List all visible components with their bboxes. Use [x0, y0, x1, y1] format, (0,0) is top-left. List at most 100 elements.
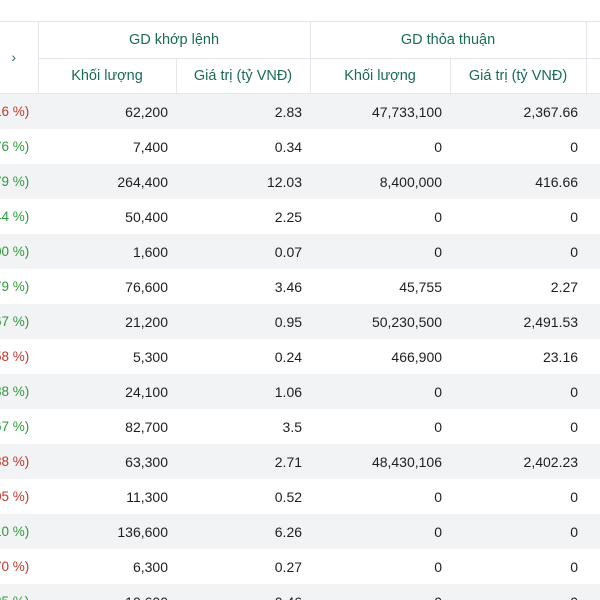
header-next-group — [586, 21, 600, 59]
header-negotiated-trades: GD thỏa thuận — [310, 21, 587, 59]
negotiated-value-cell: 0 — [450, 199, 587, 234]
change-percent-text: 67 %) — [0, 419, 30, 434]
header-negotiated-volume[interactable]: Khối lượng — [310, 58, 451, 94]
negotiated-volume-cell: 0 — [310, 584, 451, 600]
matched-volume-cell: 50,400 — [38, 199, 176, 234]
header-group-row: › GD khớp lệnh GD thỏa thuận — [0, 21, 600, 94]
negotiated-volume-cell: 0 — [310, 234, 451, 269]
negotiated-volume-cell: 0 — [310, 129, 451, 164]
matched-volume-cell: 136,600 — [38, 514, 176, 549]
trading-volume-table: › GD khớp lệnh GD thỏa thuận Khối lượng … — [0, 21, 600, 600]
negotiated-volume-cell: 0 — [310, 514, 451, 549]
negotiated-volume-cell: 466,900 — [310, 339, 451, 374]
negotiated-value-cell: 2,491.53 — [450, 304, 587, 339]
matched-value-cell: 2.71 — [176, 444, 311, 479]
change-percent-cell: 88 %) — [0, 374, 38, 409]
chevron-icon: › — [11, 49, 17, 65]
matched-value-cell: 0.52 — [176, 479, 311, 514]
change-percent-cell: 44 %) — [0, 199, 38, 234]
change-column-header[interactable]: › — [0, 21, 39, 94]
negotiated-value-cell: 416.66 — [450, 164, 587, 199]
matched-value-cell: 0.07 — [176, 234, 311, 269]
matched-volume-cell: 264,400 — [38, 164, 176, 199]
matched-value-cell: 0.46 — [176, 584, 311, 600]
negotiated-volume-cell: 0 — [310, 549, 451, 584]
matched-volume-cell: 63,300 — [38, 444, 176, 479]
matched-value-cell: 1.06 — [176, 374, 311, 409]
negotiated-value-cell: 0 — [450, 514, 587, 549]
change-percent-cell: 58 %) — [0, 339, 38, 374]
next-group-cell — [586, 374, 600, 409]
negotiated-value-cell: 2,402.23 — [450, 444, 587, 479]
change-percent-text: 58 %) — [0, 349, 30, 364]
change-percent-text: 88 %) — [0, 454, 30, 469]
next-group-cell — [586, 199, 600, 234]
matched-volume-cell: 24,100 — [38, 374, 176, 409]
change-percent-text: 25 %) — [0, 594, 29, 600]
header-sub-row: Khối lượng Giá trị (tỷ VNĐ) Khối lượng G… — [0, 58, 600, 94]
negotiated-value-cell: 0 — [450, 584, 587, 600]
change-percent-cell: 76 %) — [0, 129, 38, 164]
header-negotiated-value[interactable]: Giá trị (tỷ VNĐ) — [450, 58, 587, 94]
header-next-sub — [586, 58, 600, 94]
negotiated-volume-cell: 0 — [310, 374, 451, 409]
next-group-cell — [586, 164, 600, 199]
negotiated-volume-cell: 45,755 — [310, 269, 451, 304]
next-group-cell — [586, 549, 600, 584]
change-percent-cell: 88 %) — [0, 444, 38, 479]
next-group-cell — [586, 584, 600, 600]
next-group-cell — [586, 93, 600, 129]
change-percent-text: 44 %) — [0, 209, 30, 224]
matched-volume-cell: 82,700 — [38, 409, 176, 444]
header-matched-value[interactable]: Giá trị (tỷ VNĐ) — [176, 58, 311, 94]
matched-volume-cell: 5,300 — [38, 339, 176, 374]
negotiated-volume-cell: 8,400,000 — [310, 164, 451, 199]
change-percent-cell: 10 %) — [0, 514, 38, 549]
change-percent-cell: 00 %) — [0, 234, 38, 269]
matched-value-cell: 12.03 — [176, 164, 311, 199]
matched-value-cell: 0.95 — [176, 304, 311, 339]
next-group-cell — [586, 514, 600, 549]
matched-value-cell: 3.46 — [176, 269, 311, 304]
change-percent-text: 67 %) — [0, 314, 30, 329]
change-percent-cell: 79 %) — [0, 269, 38, 304]
change-percent-cell: 70 %) — [0, 549, 38, 584]
negotiated-value-cell: 2.27 — [450, 269, 587, 304]
next-group-cell — [586, 444, 600, 479]
change-percent-text: 88 %) — [0, 384, 30, 399]
matched-value-cell: 3.5 — [176, 409, 311, 444]
matched-value-cell: 0.34 — [176, 129, 311, 164]
negotiated-volume-cell: 48,430,106 — [310, 444, 451, 479]
negotiated-volume-cell: 50,230,500 — [310, 304, 451, 339]
header-matched-volume[interactable]: Khối lượng — [38, 58, 177, 94]
matched-value-cell: 2.25 — [176, 199, 311, 234]
matched-volume-cell: 11,300 — [38, 479, 176, 514]
next-group-cell — [586, 234, 600, 269]
negotiated-value-cell: 0 — [450, 479, 587, 514]
next-group-cell — [586, 339, 600, 374]
negotiated-value-cell: 23.16 — [450, 339, 587, 374]
matched-value-cell: 2.83 — [176, 93, 311, 129]
matched-volume-cell: 21,200 — [38, 304, 176, 339]
header-matched-trades: GD khớp lệnh — [38, 21, 311, 59]
matched-value-cell: 0.27 — [176, 549, 311, 584]
next-group-cell — [586, 304, 600, 339]
matched-value-cell: 0.24 — [176, 339, 311, 374]
